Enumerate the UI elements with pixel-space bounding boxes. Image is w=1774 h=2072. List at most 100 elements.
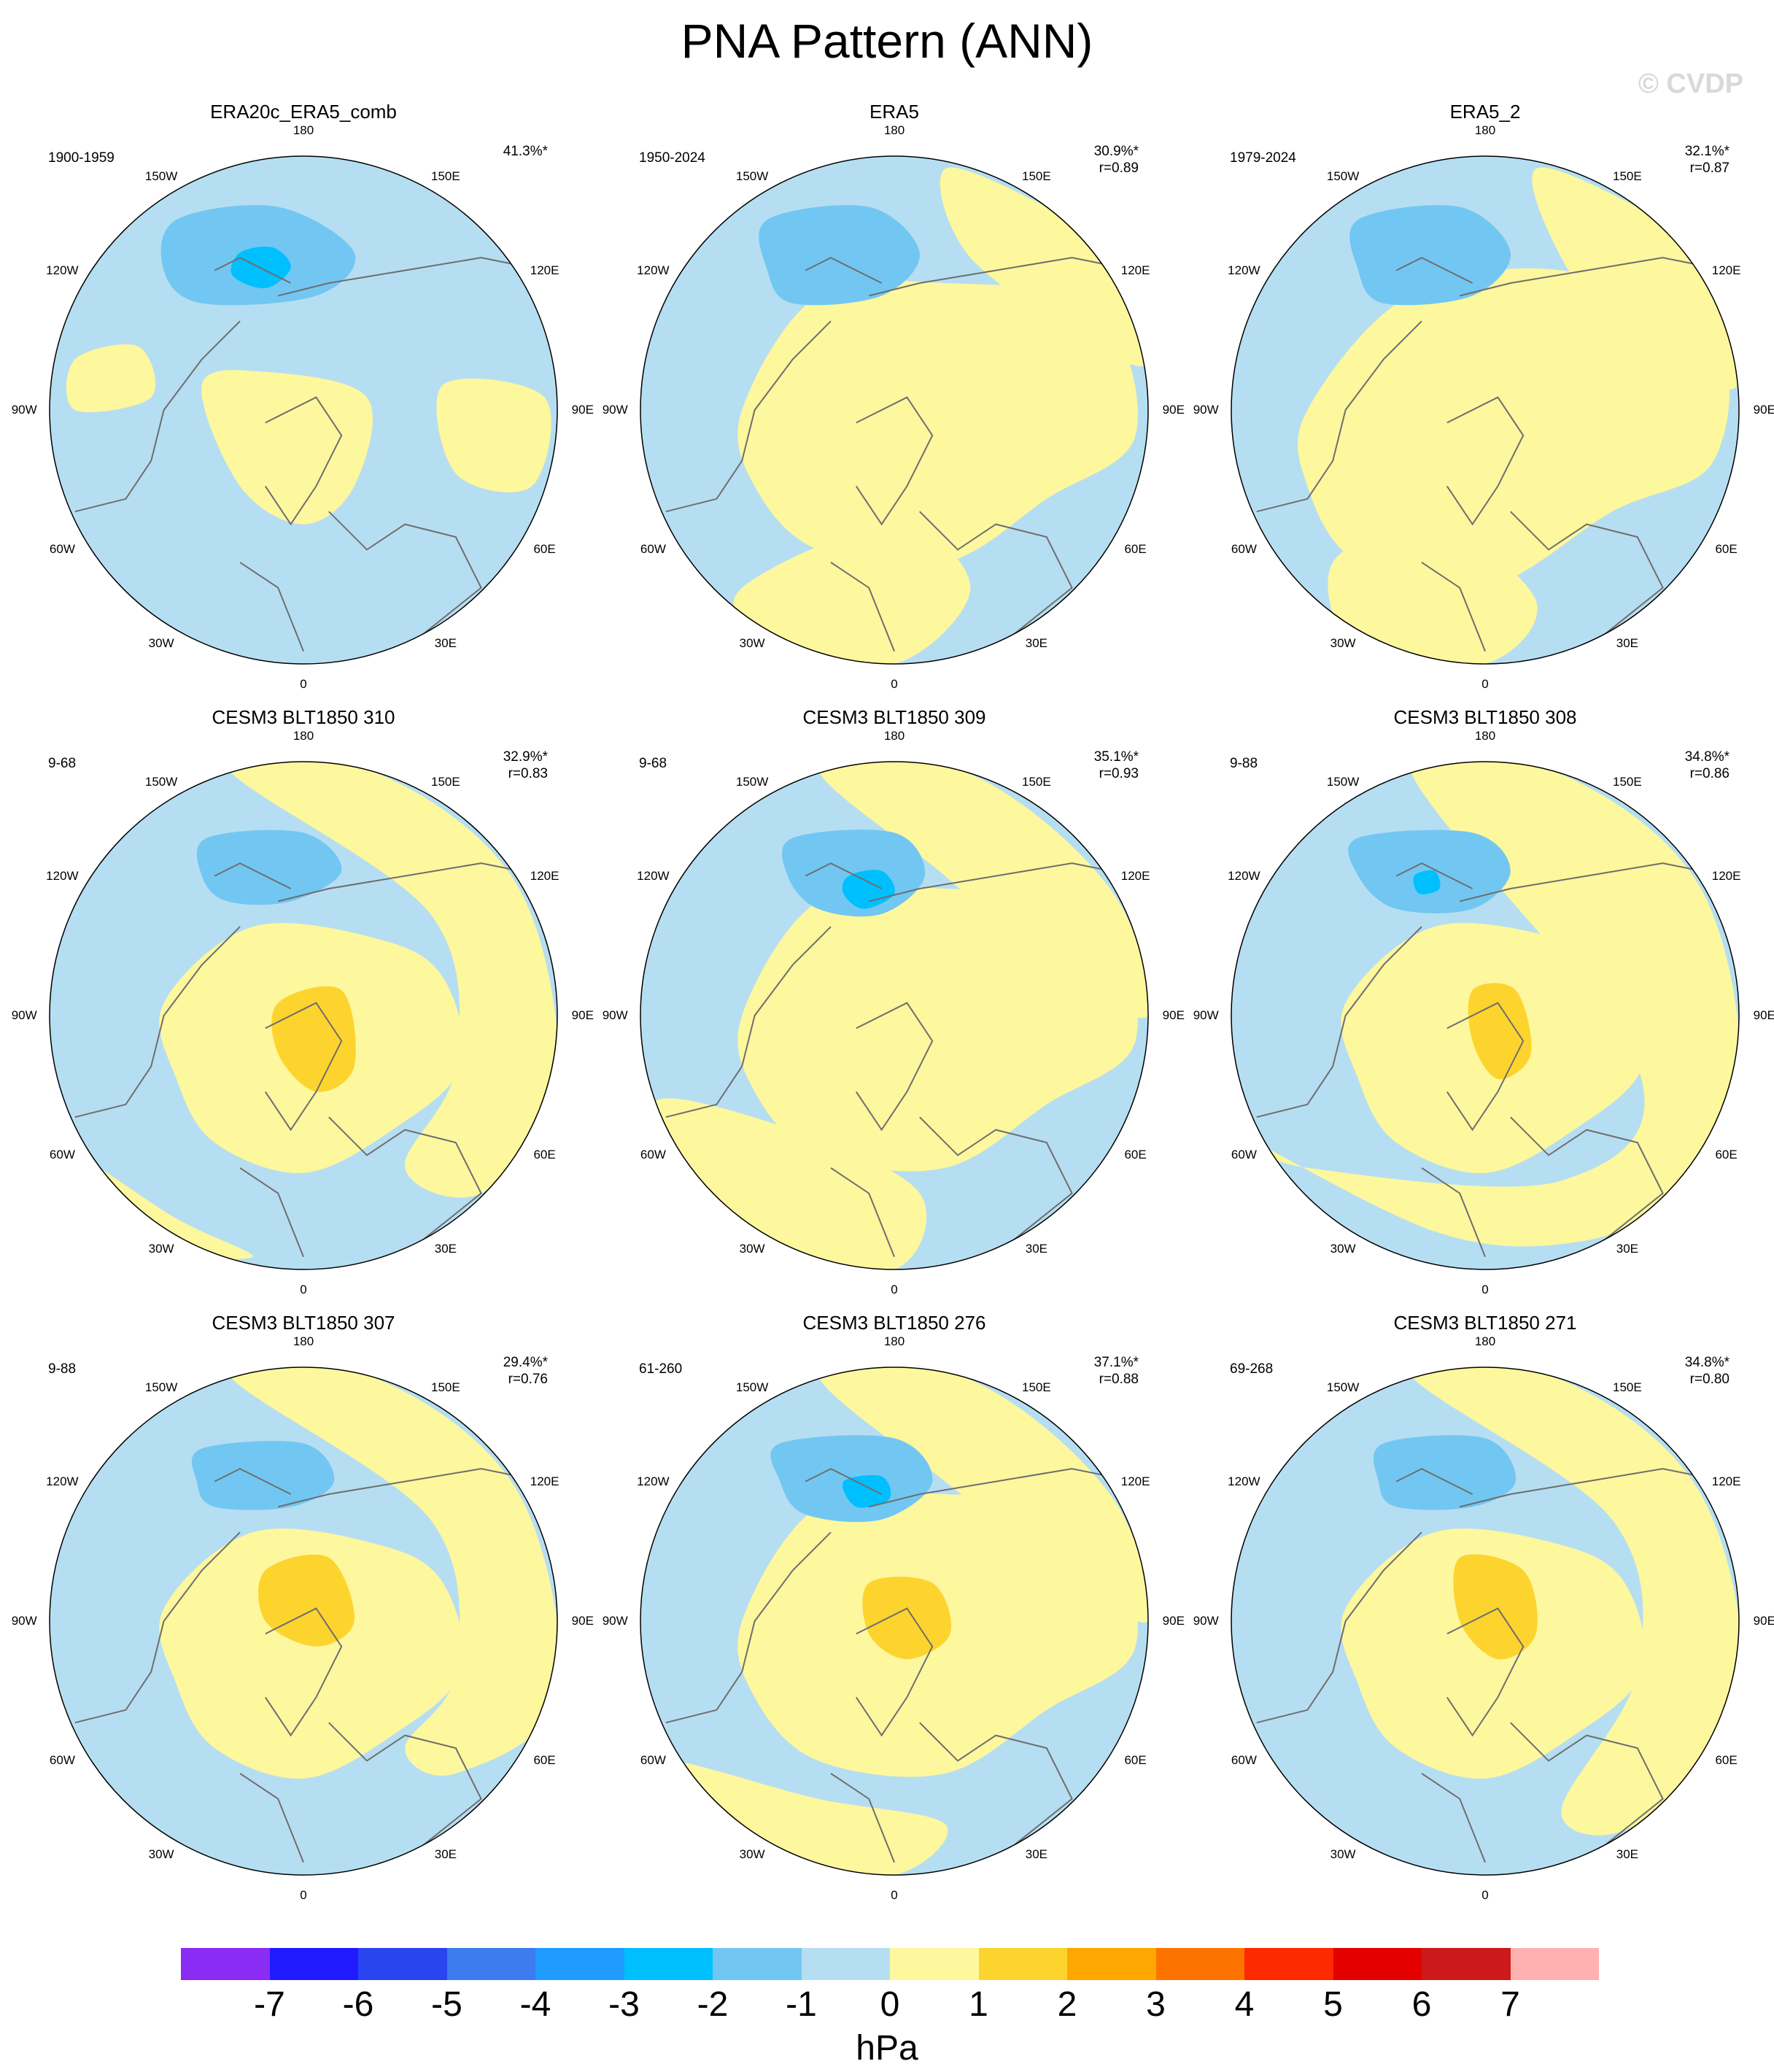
longitude-label: 60W [640, 1753, 666, 1768]
positive-anomaly-region [436, 378, 551, 492]
colorbar-tick: -2 [697, 1985, 729, 2024]
coastline [328, 1722, 482, 1850]
coastline [214, 862, 292, 889]
coastline [1421, 1772, 1486, 1863]
polar-map [1231, 1366, 1740, 1876]
panel-title: ERA20c_ERA5_comb [210, 101, 397, 123]
positive-anomaly-region [818, 1367, 1148, 1623]
longitude-label: 0 [1481, 1887, 1489, 1902]
longitude-label: 90W [11, 1008, 37, 1022]
variance-explained: 32.1%* [1684, 144, 1730, 159]
longitude-label: 30E [1616, 1242, 1638, 1256]
coastline [1510, 511, 1664, 639]
coastline [1421, 1167, 1486, 1257]
panel-period: 1950-2024 [639, 150, 705, 166]
coastline [919, 511, 1073, 639]
colorbar-box [890, 1948, 979, 1980]
panel-period: 1979-2024 [1230, 150, 1296, 166]
colorbar-tick: 5 [1323, 1985, 1343, 2024]
colorbar-tick: -5 [431, 1985, 462, 2024]
longitude-label: 30W [148, 1242, 174, 1256]
longitude-label: 150W [735, 774, 769, 789]
longitude-label: 30W [148, 636, 174, 651]
coastline [1256, 1531, 1422, 1724]
map-border [640, 155, 1149, 665]
variance-explained: 32.9%* [503, 749, 548, 765]
coastline [214, 257, 292, 284]
coastline [855, 396, 934, 526]
panel-stats: 35.1%* r=0.93 [1094, 749, 1139, 782]
colorbar-box [624, 1948, 713, 1980]
coastline [805, 862, 883, 889]
longitude-label: 120E [530, 1474, 559, 1488]
colorbar-tick: 0 [880, 1985, 900, 2024]
variance-explained: 35.1%* [1093, 749, 1139, 765]
longitude-label: 60E [533, 1753, 556, 1768]
panel-title: CESM3 BLT1850 310 [212, 706, 395, 728]
colorbar-tick: 6 [1411, 1985, 1432, 2024]
coastline [1395, 1468, 1473, 1495]
variance-explained: 37.1%* [1093, 1355, 1139, 1370]
longitude-label: 0 [891, 676, 898, 691]
longitude-label: 60W [1231, 1753, 1257, 1768]
panel-stats: 30.9%* r=0.89 [1094, 143, 1139, 177]
positive-anomaly-region [227, 1367, 557, 1776]
coastline [328, 1116, 482, 1245]
coastline [1446, 1607, 1525, 1737]
coastline [665, 320, 832, 513]
colorbar-box [358, 1948, 447, 1980]
longitude-label: 90E [1753, 1614, 1774, 1628]
polar-map [1231, 761, 1740, 1270]
coastline [277, 1468, 545, 1508]
colorbar-box [1155, 1948, 1244, 1980]
longitude-label: 30W [148, 1847, 174, 1862]
positive-anomaly-region [159, 1528, 464, 1779]
polar-map [640, 761, 1149, 1270]
colorbar-box [1510, 1948, 1599, 1980]
longitude-label: 90E [1162, 403, 1185, 417]
negative-anomaly-core [842, 1475, 891, 1508]
longitude-label: 30W [1330, 1242, 1356, 1256]
panel-title: CESM3 BLT1850 271 [1393, 1312, 1577, 1334]
colorbar-tick: 7 [1500, 1985, 1520, 2024]
longitude-label: 60E [1715, 1753, 1738, 1768]
negative-anomaly-core [1413, 870, 1441, 894]
longitude-label: 150W [144, 169, 178, 183]
positive-anomaly-region [1532, 167, 1739, 391]
coastline [74, 926, 241, 1118]
pattern-correlation: r=0.76 [508, 1372, 548, 1387]
variance-explained: 41.3%* [503, 144, 548, 159]
panel-period: 61-260 [639, 1361, 683, 1377]
longitude-label: 150W [144, 774, 178, 789]
variance-explained: 30.9%* [1093, 144, 1139, 159]
polar-map [49, 1366, 558, 1876]
longitude-label: 120W [1228, 868, 1260, 883]
colorbar-tick: 3 [1146, 1985, 1166, 2024]
positive-anomaly-region [1328, 523, 1538, 664]
longitude-label: 180 [1474, 729, 1496, 743]
positive-anomaly-region [1298, 268, 1730, 590]
longitude-label: 180 [883, 123, 905, 138]
coastline [868, 1468, 1136, 1508]
longitude-label: 0 [300, 1887, 307, 1902]
positive-anomaly-region [1248, 762, 1739, 1247]
coastline [1446, 396, 1525, 526]
longitude-label: 30E [434, 1242, 457, 1256]
longitude-label: 150W [1326, 1380, 1360, 1394]
longitude-label: 150E [431, 774, 460, 789]
colorbar-tick: -7 [254, 1985, 285, 2024]
coastline [1459, 1468, 1727, 1508]
colorbar-box [801, 1948, 890, 1980]
longitude-label: 150E [1613, 774, 1642, 789]
map-border [1231, 155, 1740, 665]
negative-anomaly-center [1349, 205, 1511, 306]
longitude-label: 60E [1715, 1148, 1738, 1162]
longitude-label: 150W [144, 1380, 178, 1394]
longitude-label: 120W [46, 1474, 79, 1488]
panel-stats: 34.8%* r=0.80 [1685, 1354, 1730, 1388]
longitude-label: 60E [1124, 1753, 1147, 1768]
panel-stats: 34.8%* r=0.86 [1685, 749, 1730, 782]
coastline [214, 1468, 292, 1495]
positive-anomaly-core [271, 986, 356, 1092]
coastline [1421, 561, 1486, 652]
